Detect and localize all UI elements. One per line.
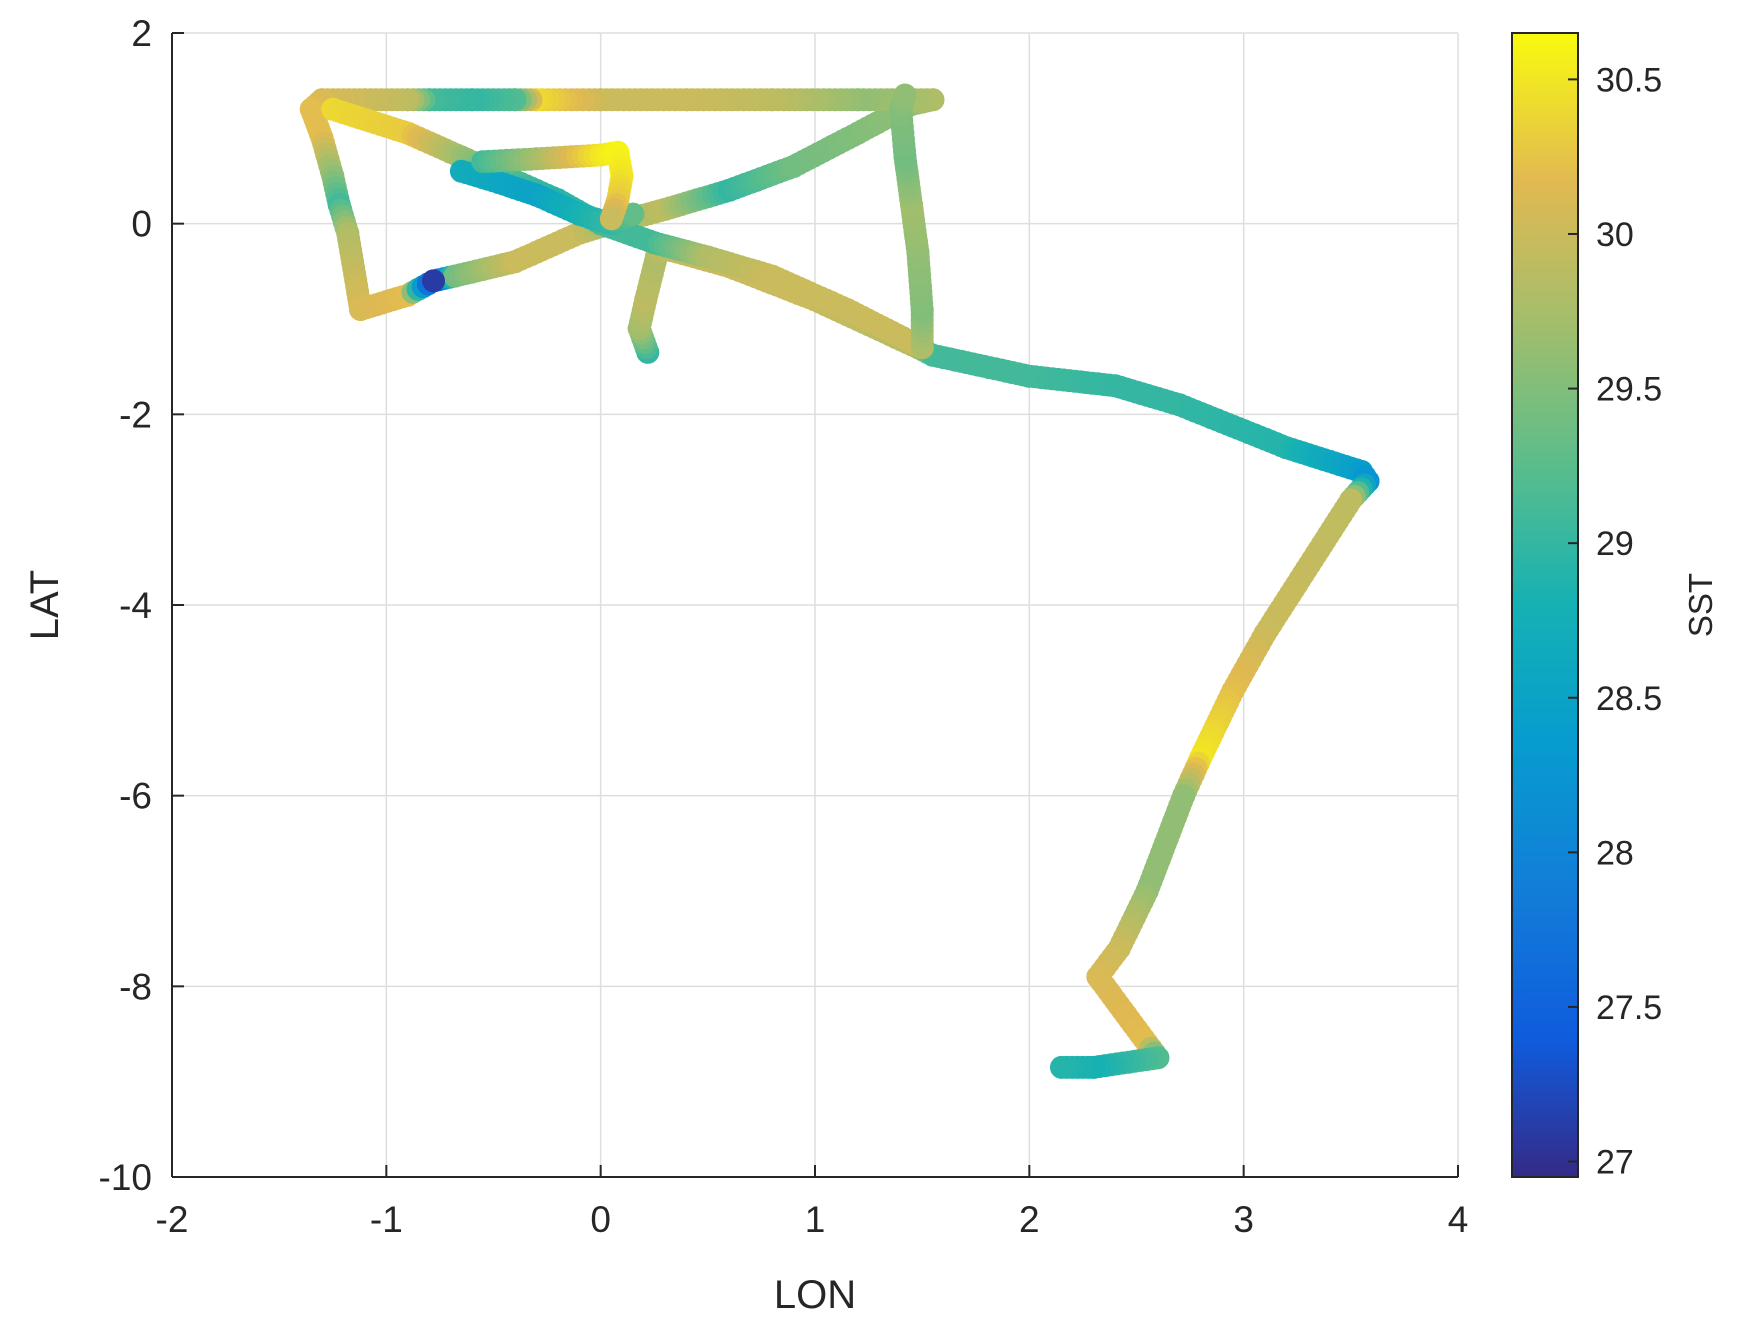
y-tick-label: -2 xyxy=(119,394,152,435)
data-point xyxy=(1050,1055,1073,1079)
colorbar-ticks: 30.5 30 29.5 29 28.5 28 27.5 27 xyxy=(1568,61,1662,1182)
x-tick-label: 2 xyxy=(1019,1199,1040,1240)
colorbar-tick-label: 27 xyxy=(1596,1144,1634,1182)
data-point xyxy=(422,269,445,293)
x-tick-label: 3 xyxy=(1233,1199,1254,1240)
x-axis-label: LON xyxy=(774,1273,856,1317)
colorbar-tick-label: 29.5 xyxy=(1596,371,1662,409)
axes xyxy=(171,32,1459,1178)
data-point xyxy=(893,83,917,107)
y-tick-label: -10 xyxy=(99,1157,152,1198)
x-tick-label: 0 xyxy=(590,1199,611,1240)
y-axis-label: LAT xyxy=(23,570,67,640)
data-point xyxy=(599,207,623,231)
colorbar xyxy=(1511,32,1579,1178)
x-tick-label: -1 xyxy=(370,1199,403,1240)
colorbar-tick-label: 28.5 xyxy=(1596,680,1662,718)
y-tick-label: 0 xyxy=(131,204,152,245)
colorbar-label: SST xyxy=(1682,573,1719,637)
y-tick-label: 2 xyxy=(131,13,152,54)
colorbar-tick-label: 29 xyxy=(1596,525,1634,563)
y-tick-label: -8 xyxy=(119,966,152,1007)
x-tick-label: -2 xyxy=(156,1199,189,1240)
colorbar-tick-label: 28 xyxy=(1596,834,1634,872)
y-tick-label: -6 xyxy=(119,776,152,817)
colorbar-tick-label: 30.5 xyxy=(1596,61,1662,99)
colorbar-tick-label: 30 xyxy=(1596,216,1634,254)
colorbar-tick-label: 27.5 xyxy=(1596,989,1662,1027)
x-tick-labels: -2 -1 0 1 2 3 4 xyxy=(156,1199,1469,1240)
x-tick-label: 4 xyxy=(1448,1199,1469,1240)
x-tick-label: 1 xyxy=(805,1199,826,1240)
data-markers xyxy=(299,83,1380,1079)
y-tick-labels: 2 0 -2 -4 -6 -8 -10 xyxy=(99,13,152,1198)
y-tick-label: -4 xyxy=(119,585,152,626)
